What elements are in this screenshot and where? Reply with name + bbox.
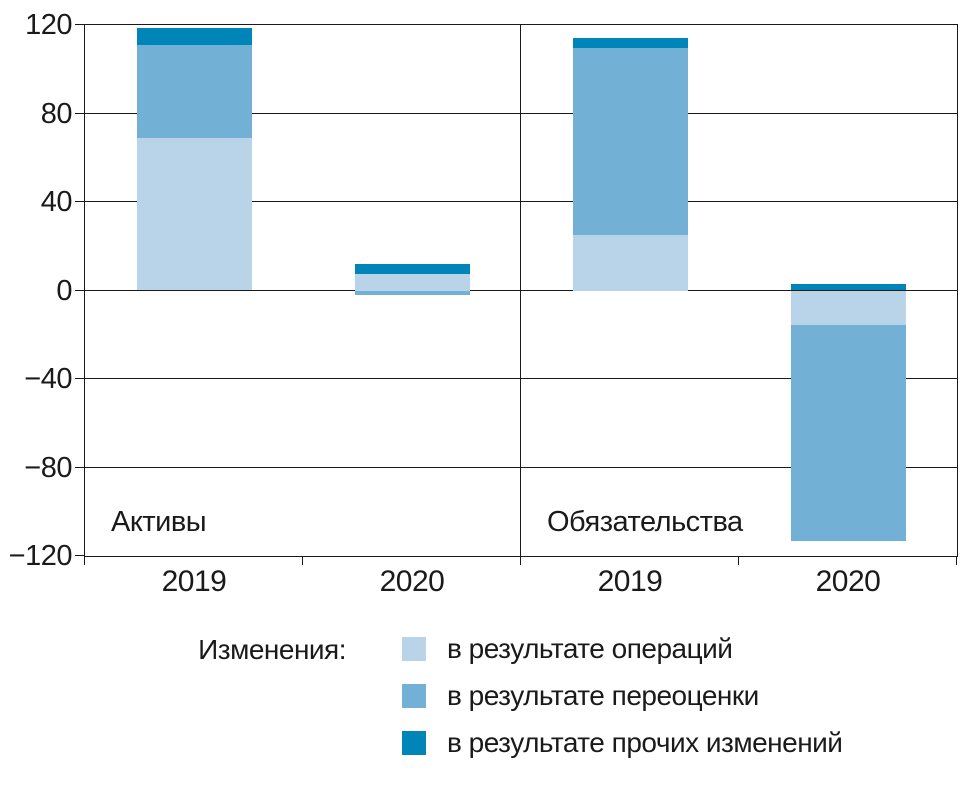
legend-item-other-changes: в результате прочих изменений — [402, 727, 843, 758]
bar-segment — [354, 290, 470, 295]
bar-segment — [572, 48, 688, 236]
panel-divider — [520, 25, 522, 556]
legend-item-revaluation: в результате переоценки — [402, 680, 759, 711]
bar-segment — [790, 283, 906, 291]
y-axis-tick — [74, 555, 84, 557]
y-axis-tick-label: 80 — [40, 97, 73, 130]
legend-title: Изменения: — [198, 634, 346, 665]
x-axis-tick — [956, 556, 958, 565]
legend-swatch-other-changes-icon — [402, 731, 426, 755]
y-axis-tick — [74, 378, 84, 380]
legend-item-operations: в результате операций — [402, 633, 733, 664]
y-axis-tick-label: −80 — [24, 451, 72, 484]
legend-label-other-changes: в результате прочих изменений — [447, 727, 843, 758]
panel-label: Активы — [111, 506, 207, 538]
bar-segment — [572, 38, 688, 49]
x-axis-label: 2019 — [597, 565, 663, 598]
x-axis-tick — [84, 556, 86, 565]
x-axis-label: 2019 — [161, 565, 227, 598]
x-axis-tick — [738, 556, 740, 565]
y-axis-tick-label: 40 — [40, 186, 73, 218]
bar-segment — [136, 137, 252, 291]
x-axis-label: 2020 — [815, 565, 881, 598]
panel-label: Обязательства — [547, 506, 743, 538]
legend-label-operations: в результате операций — [447, 633, 733, 664]
y-axis-tick-label: −40 — [24, 363, 72, 395]
x-axis-tick — [302, 556, 304, 565]
x-axis-label: 2020 — [379, 565, 445, 598]
plot-area: Активы Обязательства — [74, 24, 958, 565]
y-axis-tick-label: 0 — [56, 274, 72, 307]
bar-segment — [136, 28, 252, 45]
bar-segment — [354, 263, 470, 274]
y-axis-tick-label: −120 — [8, 540, 73, 572]
bar-segment — [790, 290, 906, 325]
bar-segment — [572, 235, 688, 291]
y-axis-tick — [74, 466, 84, 468]
legend-swatch-operations-icon — [402, 637, 426, 661]
bar-segment — [790, 324, 906, 541]
legend-label-revaluation: в результате переоценки — [447, 680, 759, 711]
x-axis-tick — [520, 556, 522, 565]
bar-segment — [354, 273, 470, 291]
legend-swatch-revaluation-icon — [402, 684, 426, 708]
y-axis-tick-label: 120 — [25, 9, 72, 41]
bar-segment — [136, 44, 252, 138]
y-axis-tick — [74, 112, 84, 114]
y-axis-tick — [74, 289, 84, 291]
y-axis-tick — [74, 24, 84, 26]
y-axis-tick — [74, 201, 84, 203]
